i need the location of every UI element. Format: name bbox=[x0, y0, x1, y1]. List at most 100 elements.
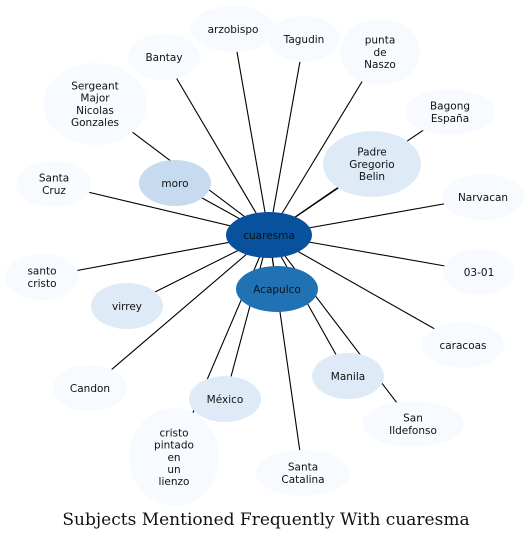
node-candon-label-line: Candon bbox=[70, 383, 110, 395]
node-sergeant-major-label-line: Nicolas bbox=[76, 105, 114, 117]
node-virrey: virrey bbox=[91, 283, 163, 329]
node-acapulco-label-line: Acapulco bbox=[253, 284, 301, 296]
node-cristo-pintado: cristo pintado en un lienzo bbox=[129, 408, 219, 506]
node-bantay-label-line: Bantay bbox=[145, 52, 182, 64]
node-santo-cristo-shape bbox=[5, 254, 79, 300]
node-santa-cruz-label: Santa Cruz bbox=[39, 173, 69, 197]
node-padre-gregorio-belin-shape bbox=[323, 131, 421, 197]
node-santa-catalina: Santa Catalina bbox=[256, 450, 350, 496]
edge-cuaresma-bantay bbox=[163, 56, 270, 236]
node-caracoas-label-line: caracoas bbox=[439, 340, 486, 352]
node-arzobispo: arzobispo bbox=[191, 6, 275, 52]
node-arzobispo-label: arzobispo bbox=[208, 24, 259, 36]
node-virrey-label-line: virrey bbox=[112, 301, 142, 313]
node-bantay-label: Bantay bbox=[145, 52, 182, 64]
node-padre-gregorio-belin: Padre Gregorio Belin bbox=[323, 131, 421, 197]
node-layer: arzobispo Tagudin punta de Naszo Bantay Bagong… bbox=[5, 6, 524, 506]
node-bagong-espana-label: Bagong España bbox=[430, 101, 470, 125]
node-san-ildefonso-shape bbox=[362, 401, 464, 447]
node-san-ildefonso-label-line: Ildefonso bbox=[389, 425, 437, 437]
node-candon-shape bbox=[53, 365, 127, 411]
node-candon: Candon bbox=[53, 365, 127, 411]
node-acapulco-shape bbox=[236, 266, 318, 312]
node-moro-shape bbox=[139, 160, 211, 206]
node-cristo-pintado-shape bbox=[129, 408, 219, 506]
node-caracoas-label: caracoas bbox=[439, 340, 486, 352]
node-bagong-espana-label-line: España bbox=[431, 113, 469, 125]
node-bantay-shape bbox=[128, 34, 200, 80]
edge-cuaresma-san-ildefonso bbox=[268, 234, 414, 425]
node-tagudin: Tagudin bbox=[268, 16, 340, 62]
node-tagudin-label: Tagudin bbox=[283, 34, 325, 46]
node-santo-cristo-label: santo cristo bbox=[27, 266, 56, 290]
node-padre-gregorio-belin-label-line: Padre bbox=[357, 147, 387, 159]
node-arzobispo-shape bbox=[191, 6, 275, 52]
node-bantay: Bantay bbox=[128, 34, 200, 80]
node-virrey-shape bbox=[91, 283, 163, 329]
node-03-01-label: 03-01 bbox=[464, 267, 495, 279]
node-santa-cruz-label-line: Santa bbox=[39, 173, 69, 185]
node-bagong-espana: Bagong España bbox=[405, 89, 495, 135]
node-san-ildefonso: San Ildefonso bbox=[362, 401, 464, 447]
node-virrey-label: virrey bbox=[112, 301, 142, 313]
node-acapulco-label: Acapulco bbox=[253, 284, 301, 296]
node-arzobispo-label-line: arzobispo bbox=[208, 24, 259, 36]
node-santo-cristo-label-line: santo bbox=[27, 266, 56, 278]
node-santa-cruz-label-line: Cruz bbox=[42, 185, 66, 197]
edge-cuaresma-arzobispo bbox=[232, 28, 270, 236]
node-acapulco: Acapulco bbox=[236, 266, 318, 312]
edge-cuaresma-candon bbox=[89, 234, 270, 389]
node-manila-shape bbox=[312, 353, 384, 399]
node-03-01-label-line: 03-01 bbox=[464, 267, 495, 279]
node-moro-label: moro bbox=[161, 178, 188, 190]
node-03-01-shape bbox=[443, 249, 515, 295]
node-cuaresma: cuaresma bbox=[226, 212, 312, 258]
node-santa-catalina-label: Santa Catalina bbox=[281, 462, 324, 486]
node-caracoas-shape bbox=[422, 322, 504, 368]
node-candon-label: Candon bbox=[70, 383, 110, 395]
node-santa-cruz: Santa Cruz bbox=[16, 161, 92, 207]
node-caracoas: caracoas bbox=[422, 322, 504, 368]
edge-cuaresma-punta-de-naszo bbox=[268, 51, 381, 236]
edge-cuaresma-mexico bbox=[224, 234, 270, 400]
node-03-01: 03-01 bbox=[443, 249, 515, 295]
node-narvacan-shape bbox=[442, 174, 524, 220]
node-sergeant-major-label: Sergeant Major Nicolas Gonzales bbox=[71, 81, 119, 130]
node-narvacan-label: Narvacan bbox=[458, 192, 508, 204]
node-santa-catalina-label-line: Santa bbox=[288, 462, 318, 474]
node-santa-catalina-shape bbox=[256, 450, 350, 496]
node-sergeant-major-shape bbox=[43, 63, 147, 145]
node-cristo-pintado-label-line: pintado bbox=[154, 440, 194, 452]
node-bagong-espana-shape bbox=[405, 89, 495, 135]
node-sergeant-major-label-line: Gonzales bbox=[71, 117, 119, 129]
node-mexico: México bbox=[189, 376, 261, 422]
node-narvacan-label-line: Narvacan bbox=[458, 192, 508, 204]
node-san-ildefonso-label: San Ildefonso bbox=[389, 413, 437, 437]
node-tagudin-shape bbox=[268, 16, 340, 62]
node-moro: moro bbox=[139, 160, 211, 206]
node-punta-de-naszo-label: punta de Naszo bbox=[364, 35, 396, 71]
node-mexico-shape bbox=[189, 376, 261, 422]
node-padre-gregorio-belin-label: Padre Gregorio Belin bbox=[349, 147, 394, 183]
node-cristo-pintado-label-line: un bbox=[167, 464, 180, 476]
node-san-ildefonso-label-line: San bbox=[403, 413, 423, 425]
node-manila: Manila bbox=[312, 353, 384, 399]
node-sergeant-major-label-line: Major bbox=[80, 93, 110, 105]
node-punta-de-naszo-label-line: de bbox=[373, 47, 386, 59]
node-cristo-pintado-label-line: en bbox=[167, 452, 180, 464]
node-punta-de-naszo-label-line: punta bbox=[365, 35, 396, 47]
edge-cuaresma-manila bbox=[268, 234, 349, 377]
node-sergeant-major: Sergeant Major Nicolas Gonzales bbox=[43, 63, 147, 145]
node-mexico-label-line: México bbox=[207, 394, 244, 406]
node-santo-cristo-label-line: cristo bbox=[27, 278, 56, 290]
diagram-caption: Subjects Mentioned Frequently With cuare… bbox=[62, 510, 470, 530]
node-manila-label-line: Manila bbox=[331, 371, 365, 383]
node-moro-label-line: moro bbox=[161, 178, 188, 190]
node-padre-gregorio-belin-label-line: Gregorio bbox=[349, 159, 394, 171]
node-cristo-pintado-label-line: lienzo bbox=[159, 476, 190, 488]
node-padre-gregorio-belin-label-line: Belin bbox=[359, 171, 385, 183]
node-santa-cruz-shape bbox=[16, 161, 92, 207]
node-bagong-espana-label-line: Bagong bbox=[430, 101, 470, 113]
node-punta-de-naszo-label-line: Naszo bbox=[364, 59, 396, 71]
